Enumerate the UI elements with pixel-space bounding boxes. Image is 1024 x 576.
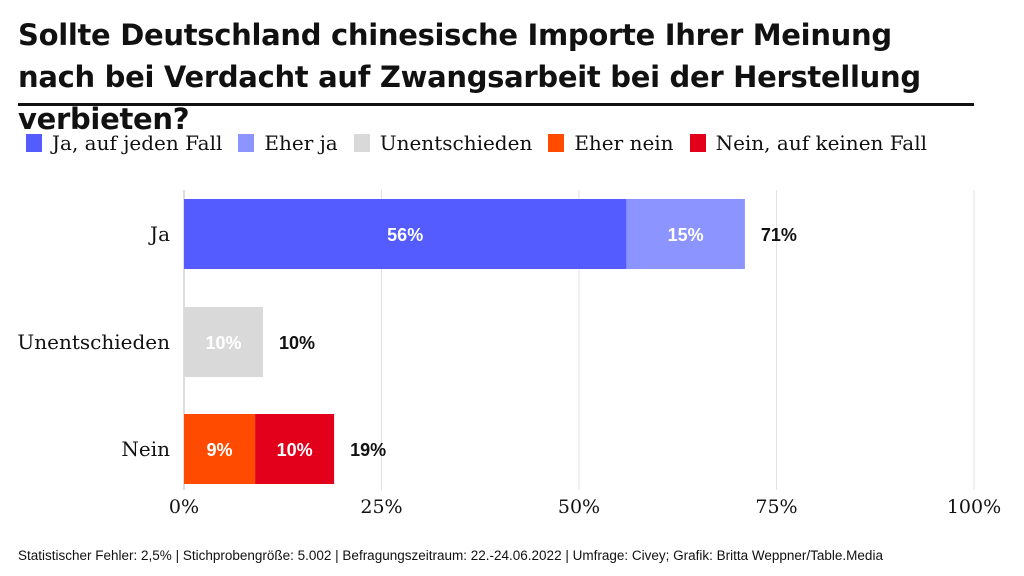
category-label: Nein	[121, 437, 170, 461]
legend-swatch	[548, 134, 565, 152]
total-label: 71%	[761, 225, 797, 245]
legend-swatch	[26, 134, 42, 152]
data-label: 10%	[277, 440, 313, 460]
data-label: 15%	[668, 225, 704, 245]
legend-swatch	[353, 134, 370, 152]
legend-label: Unentschieden	[379, 131, 533, 155]
bar-segment	[184, 199, 627, 269]
bar-segment	[184, 307, 263, 377]
total-label: 19%	[350, 440, 386, 460]
footer-source: Statistischer Fehler: 2,5% | Stichproben…	[18, 548, 883, 563]
legend-item: Unentschieden	[353, 131, 533, 155]
bar-segment	[184, 414, 256, 484]
x-tick-label: 0%	[169, 496, 199, 518]
total-label: 10%	[279, 333, 315, 353]
chart-title: Sollte Deutschland chinesische Importe I…	[18, 18, 921, 136]
category-label: Unentschieden	[17, 330, 170, 354]
legend: Ja, auf jeden Fall Eher ja Unentschieden Eh…	[26, 131, 943, 155]
x-tick-label: 75%	[755, 496, 797, 518]
data-label: 9%	[207, 440, 233, 460]
bar-segment	[255, 414, 335, 484]
legend-item: Eher nein	[548, 131, 674, 155]
legend-item: Nein, auf keinen Fall	[689, 131, 927, 155]
legend-label: Ja, auf jeden Fall	[52, 131, 223, 155]
legend-swatch	[238, 134, 255, 152]
category-label: Ja	[148, 222, 170, 246]
title-underline	[18, 103, 974, 106]
legend-label: Eher ja	[264, 131, 338, 155]
data-label: 56%	[387, 225, 423, 245]
x-tick-label: 100%	[947, 496, 1001, 518]
legend-swatch	[689, 134, 706, 152]
x-tick-label: 50%	[558, 496, 600, 518]
legend-label: Eher nein	[574, 131, 674, 155]
legend-label: Nein, auf keinen Fall	[715, 131, 927, 155]
legend-item: Eher ja	[238, 131, 338, 155]
x-tick-label: 25%	[360, 496, 402, 518]
data-label: 10%	[205, 333, 241, 353]
legend-item: Ja, auf jeden Fall	[26, 131, 222, 155]
bar-segment	[626, 199, 745, 269]
